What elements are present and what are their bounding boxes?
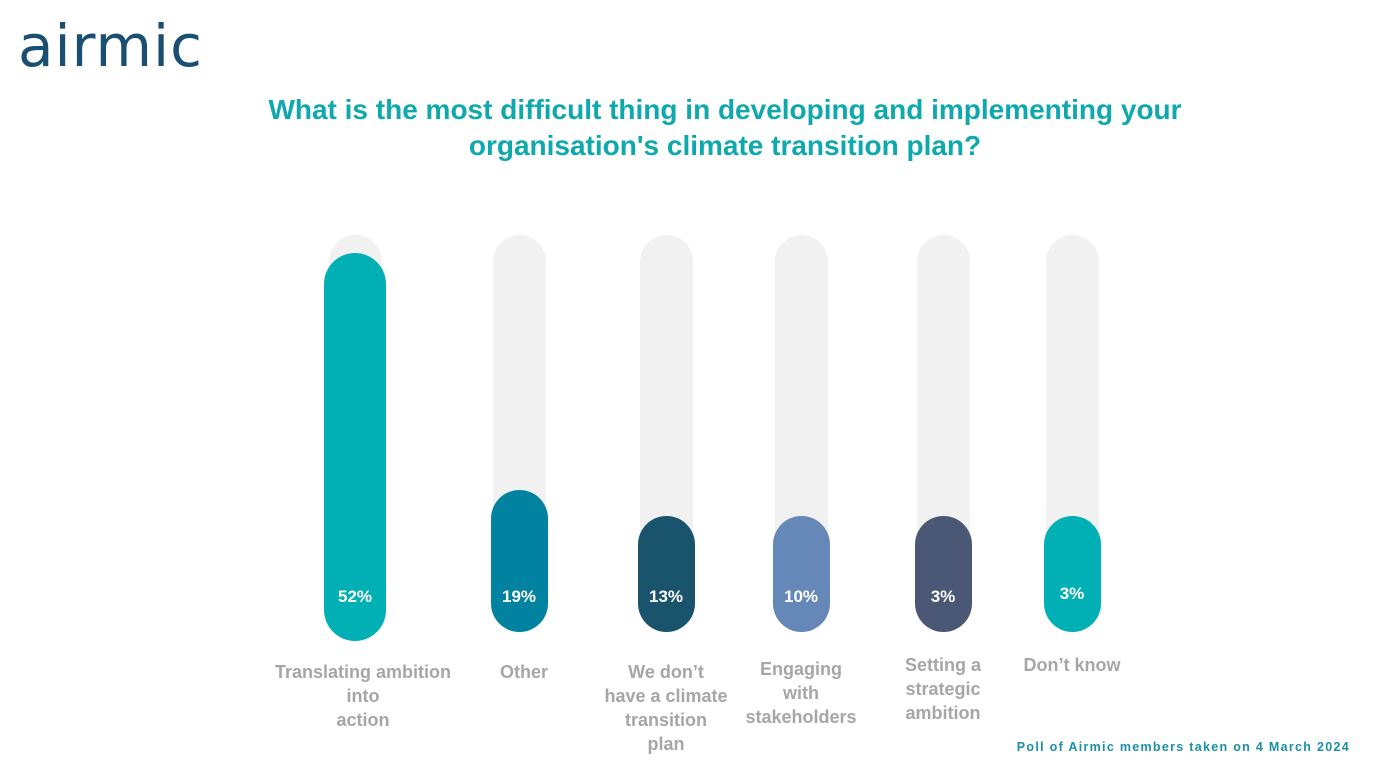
bar-value-label: 13% (648, 587, 684, 606)
chart-title-line-2: organisation's climate transition plan? (468, 130, 982, 161)
bar-value-label: 3% (1059, 584, 1085, 603)
bar-value-label: 52% (337, 587, 373, 606)
bar (324, 253, 386, 641)
category-label: Don’t know (1023, 655, 1121, 675)
category-label: Other (499, 662, 549, 682)
category-label: Engaging with stakeholders (745, 659, 857, 727)
category-label: Setting a strategic ambition (904, 655, 982, 723)
bar-value-label: 3% (930, 587, 956, 606)
poll-footnote: Poll of Airmic members taken on 4 March … (1016, 740, 1350, 754)
airmic-logo: airmic (18, 12, 203, 80)
bar (490, 490, 548, 632)
bar (637, 516, 695, 632)
chart-title-line-1: What is the most difficult thing in deve… (268, 94, 1182, 125)
category-label: We don’t have a climate transition plan (604, 662, 728, 754)
bar-value-label: 10% (783, 587, 819, 606)
bar-value-label: 19% (501, 587, 537, 606)
category-label: Translating ambition into action (274, 662, 452, 730)
bar (914, 516, 972, 632)
chart-title: What is the most difficult thing in deve… (0, 92, 1392, 164)
bar (772, 516, 830, 632)
bar (1043, 516, 1101, 632)
